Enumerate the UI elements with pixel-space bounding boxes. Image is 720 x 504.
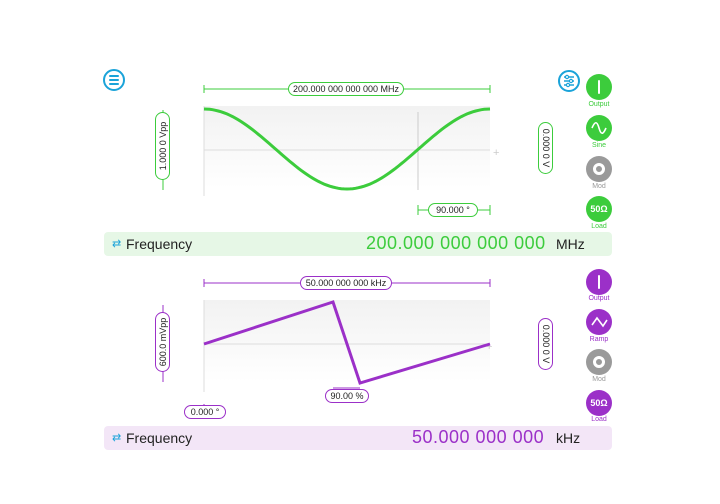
sine-wave-icon [591, 121, 607, 135]
ch2-frequency-unit[interactable]: kHz [556, 430, 581, 446]
modulation-icon [593, 356, 605, 368]
ch2-offset-pill[interactable]: 0.000 0 V [538, 318, 553, 370]
ch2-mod-label: Mod [592, 376, 606, 383]
menu-line [109, 75, 119, 77]
ramp-wave-icon [591, 316, 608, 328]
ch1-mod-button[interactable] [586, 156, 612, 182]
ch2-output-button[interactable] [586, 269, 612, 295]
ch1-waveform-label: Sine [591, 142, 606, 149]
ch1-load-button[interactable]: 50Ω [586, 196, 612, 222]
sliders-icon [564, 74, 574, 88]
ch1-output-button[interactable] [586, 74, 612, 100]
ch2-frequency-pill[interactable]: 50.000 000 000 kHz [300, 276, 392, 290]
load-50-ohm-icon: 50Ω [590, 204, 608, 214]
ch1-frequency-label: Frequency [126, 236, 193, 252]
ch2-load-label: Load [591, 416, 607, 423]
ch1-mod-label: Mod [592, 183, 606, 190]
ch2-mod-button[interactable] [586, 349, 612, 375]
menu-line [109, 83, 119, 85]
menu-line [109, 79, 119, 81]
svg-text:+: + [493, 147, 499, 159]
ch2-frequency-value[interactable]: 50.000 000 000 [412, 427, 545, 447]
ch2-waveform-button[interactable] [586, 309, 612, 335]
ch1-frequency-unit[interactable]: MHz [556, 236, 585, 252]
swap-arrows-icon: ⇄ [112, 238, 122, 250]
modulation-icon [593, 163, 605, 175]
ch1-waveform-button[interactable] [586, 115, 612, 141]
power-icon [598, 80, 600, 94]
ch1-output-label: Output [588, 101, 610, 108]
ch2-output-label: Output [588, 295, 610, 302]
swap-arrows-icon: ⇄ [112, 432, 122, 444]
ch2-ramp-wave [203, 300, 491, 385]
ch1-plot-area [204, 106, 490, 188]
ch1-sine-wave [203, 107, 491, 191]
ch1-frequency-bar[interactable]: ⇄ Frequency 200.000 000 000 000 MHz [104, 232, 612, 256]
ch1-frequency-value[interactable]: 200.000 000 000 000 [366, 233, 546, 253]
settings-button[interactable] [558, 70, 580, 92]
ch1-load-label: Load [591, 223, 607, 230]
svg-text:+: + [486, 341, 492, 353]
ch2-load-button[interactable]: 50Ω [586, 390, 612, 416]
ch2-waveform-label: Ramp [589, 336, 609, 343]
power-icon [598, 275, 600, 289]
ch1-phase-pill[interactable]: 90.000 ° [428, 203, 478, 217]
ch2-frequency-label: Frequency [126, 430, 193, 446]
ch2-frequency-bar[interactable]: ⇄ Frequency 50.000 000 000 kHz [104, 426, 612, 450]
ch2-amplitude-pill[interactable]: 600.0 mVpp [155, 312, 170, 372]
load-50-ohm-icon: 50Ω [590, 398, 608, 408]
ch2-symmetry-pill[interactable]: 90.00 % [325, 389, 369, 403]
ch2-phase-pill[interactable]: 0.000 ° [184, 405, 226, 419]
ch1-offset-pill[interactable]: 0.000 0 V [538, 122, 553, 174]
menu-button[interactable] [103, 69, 125, 91]
ch1-frequency-pill[interactable]: 200.000 000 000 000 MHz [288, 82, 404, 96]
ch1-amplitude-pill[interactable]: 1.000 0 Vpp [155, 112, 170, 180]
